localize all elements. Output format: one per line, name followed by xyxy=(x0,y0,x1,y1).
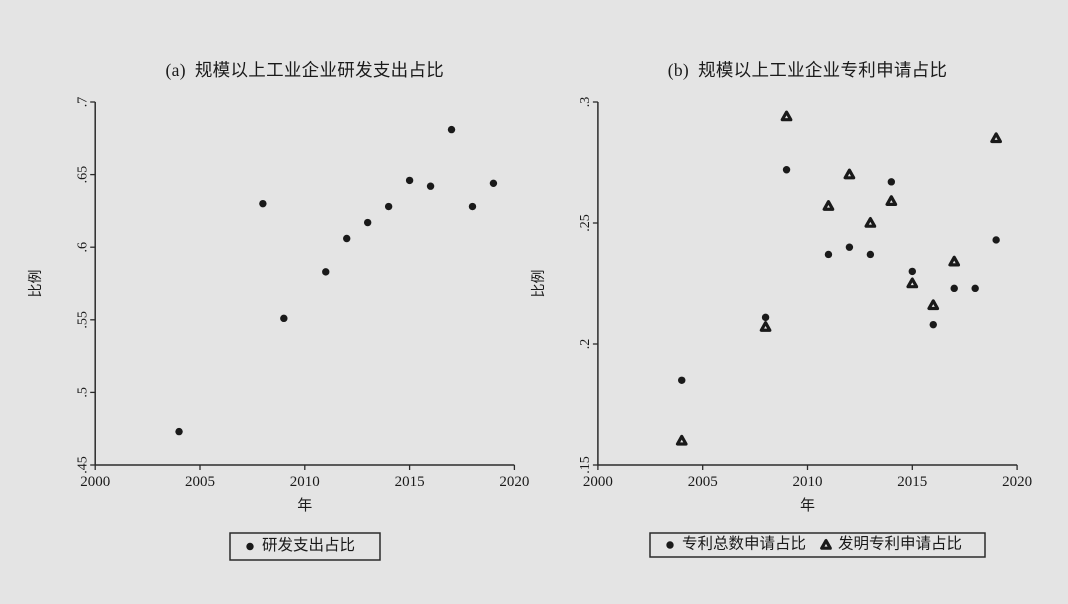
svg-text:2000: 2000 xyxy=(80,474,110,490)
svg-text:2005: 2005 xyxy=(688,474,718,490)
svg-text:.25: .25 xyxy=(578,214,593,232)
svg-text:.2: .2 xyxy=(578,339,593,350)
svg-text:发明专利申请占比: 发明专利申请占比 xyxy=(838,535,962,553)
svg-text:.5: .5 xyxy=(75,387,90,398)
svg-text:2020: 2020 xyxy=(499,474,529,490)
svg-text:2005: 2005 xyxy=(185,474,215,490)
svg-text:专利总数申请占比: 专利总数申请占比 xyxy=(682,535,806,553)
svg-text:(b) 规模以上工业企业专利申请占比: (b) 规模以上工业企业专利申请占比 xyxy=(668,60,948,80)
svg-text:2015: 2015 xyxy=(897,474,927,490)
svg-text:比例: 比例 xyxy=(531,270,547,298)
svg-text:2015: 2015 xyxy=(395,474,425,490)
svg-text:.15: .15 xyxy=(578,456,593,474)
svg-text:年: 年 xyxy=(800,497,815,514)
svg-text:2010: 2010 xyxy=(290,474,320,490)
svg-text:年: 年 xyxy=(297,497,312,514)
svg-text:(a) 规模以上工业企业研发支出占比: (a) 规模以上工业企业研发支出占比 xyxy=(166,60,445,80)
svg-text:.55: .55 xyxy=(75,311,90,329)
svg-text:比例: 比例 xyxy=(28,270,44,298)
svg-text:2020: 2020 xyxy=(1002,474,1032,490)
svg-text:2010: 2010 xyxy=(793,474,823,490)
svg-text:.7: .7 xyxy=(75,97,90,108)
svg-text:.65: .65 xyxy=(75,166,90,184)
svg-text:.3: .3 xyxy=(578,97,593,108)
svg-text:2000: 2000 xyxy=(583,474,613,490)
svg-text:研发支出占比: 研发支出占比 xyxy=(262,536,355,554)
svg-text:.6: .6 xyxy=(75,242,90,253)
svg-text:.45: .45 xyxy=(75,456,90,474)
